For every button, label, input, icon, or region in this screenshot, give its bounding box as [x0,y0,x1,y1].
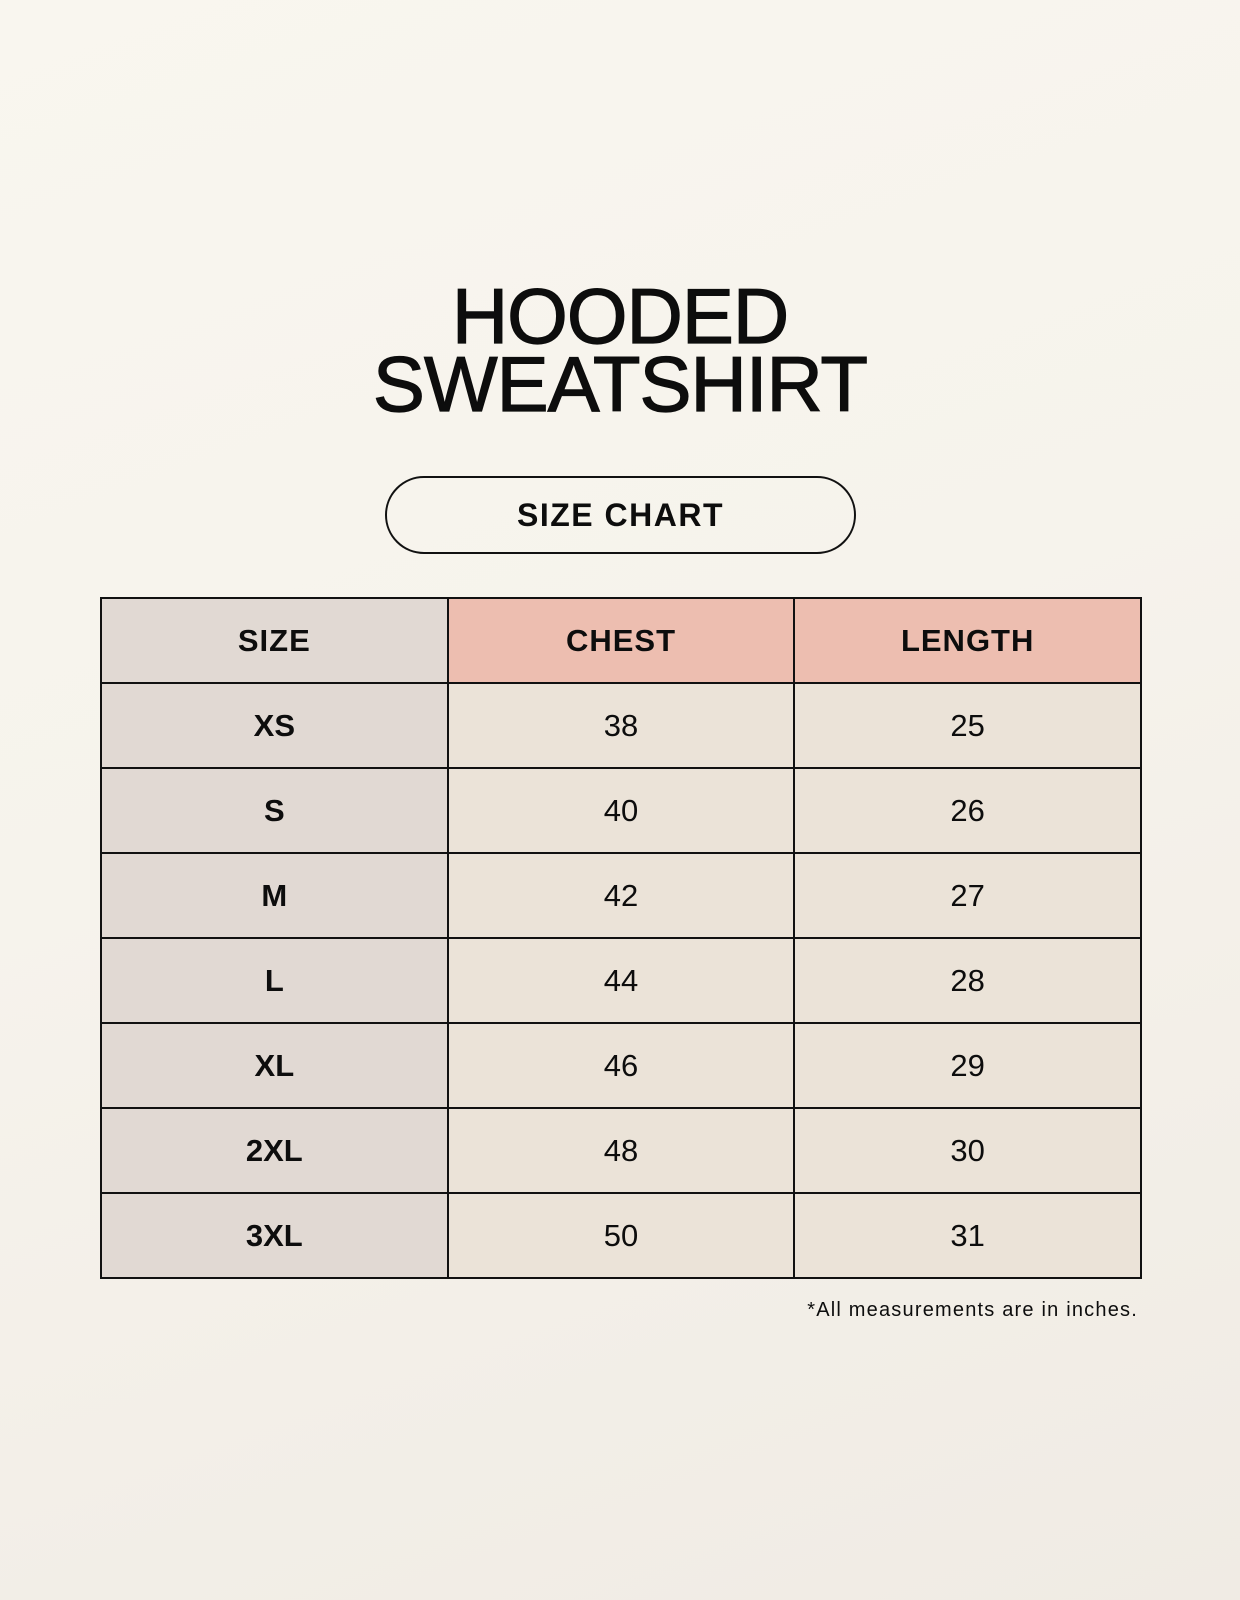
chest-cell: 50 [446,1192,796,1279]
length-cell: 31 [793,1192,1142,1279]
size-cell: M [100,852,449,939]
table-row: XL 46 29 [100,1022,1142,1109]
length-cell: 27 [793,852,1142,939]
size-cell: XS [100,682,449,769]
length-cell: 28 [793,937,1142,1024]
table-row: 2XL 48 30 [100,1107,1142,1194]
size-cell: 2XL [100,1107,449,1194]
size-cell: XL [100,1022,449,1109]
size-cell: S [100,767,449,854]
page-title: HOODED SWEATSHIRT [0,272,1240,428]
table-row: M 42 27 [100,852,1142,939]
size-cell: L [100,937,449,1024]
length-cell: 25 [793,682,1142,769]
chest-cell: 42 [446,852,796,939]
header-length: LENGTH [793,597,1142,684]
table-row: S 40 26 [100,767,1142,854]
chest-cell: 48 [446,1107,796,1194]
length-cell: 30 [793,1107,1142,1194]
chest-cell: 46 [446,1022,796,1109]
chest-cell: 38 [446,682,796,769]
length-cell: 29 [793,1022,1142,1109]
chest-cell: 44 [446,937,796,1024]
header-size: SIZE [100,597,449,684]
size-chart-label: SIZE CHART [385,476,856,554]
chest-cell: 40 [446,767,796,854]
table-row: 3XL 50 31 [100,1192,1142,1279]
length-cell: 26 [793,767,1142,854]
table-row: XS 38 25 [100,682,1142,769]
table-header-row: SIZE CHEST LENGTH [100,597,1142,684]
size-cell: 3XL [100,1192,449,1279]
title-line-2: SWEATSHIRT [372,340,868,428]
table-row: L 44 28 [100,937,1142,1024]
title-line-1: HOODED [451,272,790,360]
header-chest: CHEST [446,597,796,684]
size-table: SIZE CHEST LENGTH XS 38 25 S 40 26 M 42 27 L 44 28 X… [100,597,1142,1279]
footnote: *All measurements are in inches. [807,1299,1138,1321]
